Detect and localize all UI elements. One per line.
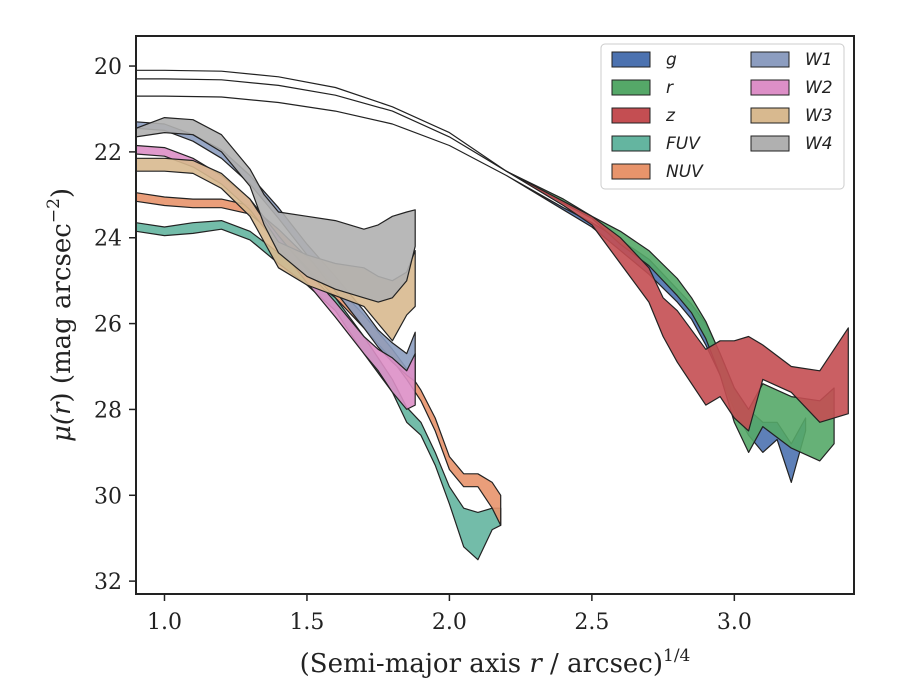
- plot-frame: [135, 35, 855, 595]
- legend-swatch-w4: [750, 135, 790, 152]
- legend-label-nuv: NUV: [666, 162, 704, 182]
- legend-label-g: g: [666, 50, 677, 70]
- legend-label-w4: W4: [805, 134, 833, 154]
- y-axis-ticks: 20 22 24 26 28 30 32: [94, 55, 136, 595]
- x-tick-label: 2.0: [432, 610, 467, 635]
- band-z: [136, 69, 849, 432]
- x-tick-label: 2.5: [574, 610, 609, 635]
- y-tick-label: 30: [94, 484, 122, 509]
- y-tick-label: 22: [94, 141, 122, 166]
- band-w4: [136, 116, 416, 303]
- y-tick-label: 24: [94, 227, 122, 252]
- y-tick-label: 28: [94, 398, 122, 423]
- y-tick-label: 32: [94, 570, 122, 595]
- legend-swatch-r: [611, 79, 651, 96]
- x-axis-label: (Semi-major axis r / arcsec)1/4: [300, 646, 691, 679]
- legend-label-w2: W2: [805, 78, 833, 98]
- legend-label-w3: W3: [805, 106, 833, 126]
- legend: grz FUV NUV W1 W2 W3 W4: [600, 43, 845, 190]
- legend-label-w1: W1: [805, 50, 833, 70]
- y-tick-label: 20: [94, 55, 122, 80]
- legend-label-r: r: [666, 78, 674, 98]
- legend-swatch-w2: [750, 79, 790, 96]
- y-axis-label: μ(r) (mag arcsec−2): [44, 188, 77, 442]
- legend-swatch-w1: [750, 51, 790, 68]
- x-axis-ticks: 1.0 1.5 2.0 2.5 3.0: [147, 594, 752, 635]
- surface-brightness-bands: [136, 69, 849, 561]
- legend-swatch-z: [611, 107, 651, 124]
- legend-swatch-fuv: [611, 135, 651, 152]
- legend-swatch-g: [611, 51, 651, 68]
- x-tick-label: 1.0: [147, 610, 182, 635]
- y-tick-label: 26: [94, 313, 122, 338]
- legend-label-z: z: [665, 106, 676, 126]
- x-tick-label: 1.5: [289, 610, 324, 635]
- legend-label-fuv: FUV: [666, 134, 701, 154]
- legend-swatch-nuv: [611, 163, 651, 180]
- legend-swatch-w3: [750, 107, 790, 124]
- x-tick-label: 3.0: [717, 610, 752, 635]
